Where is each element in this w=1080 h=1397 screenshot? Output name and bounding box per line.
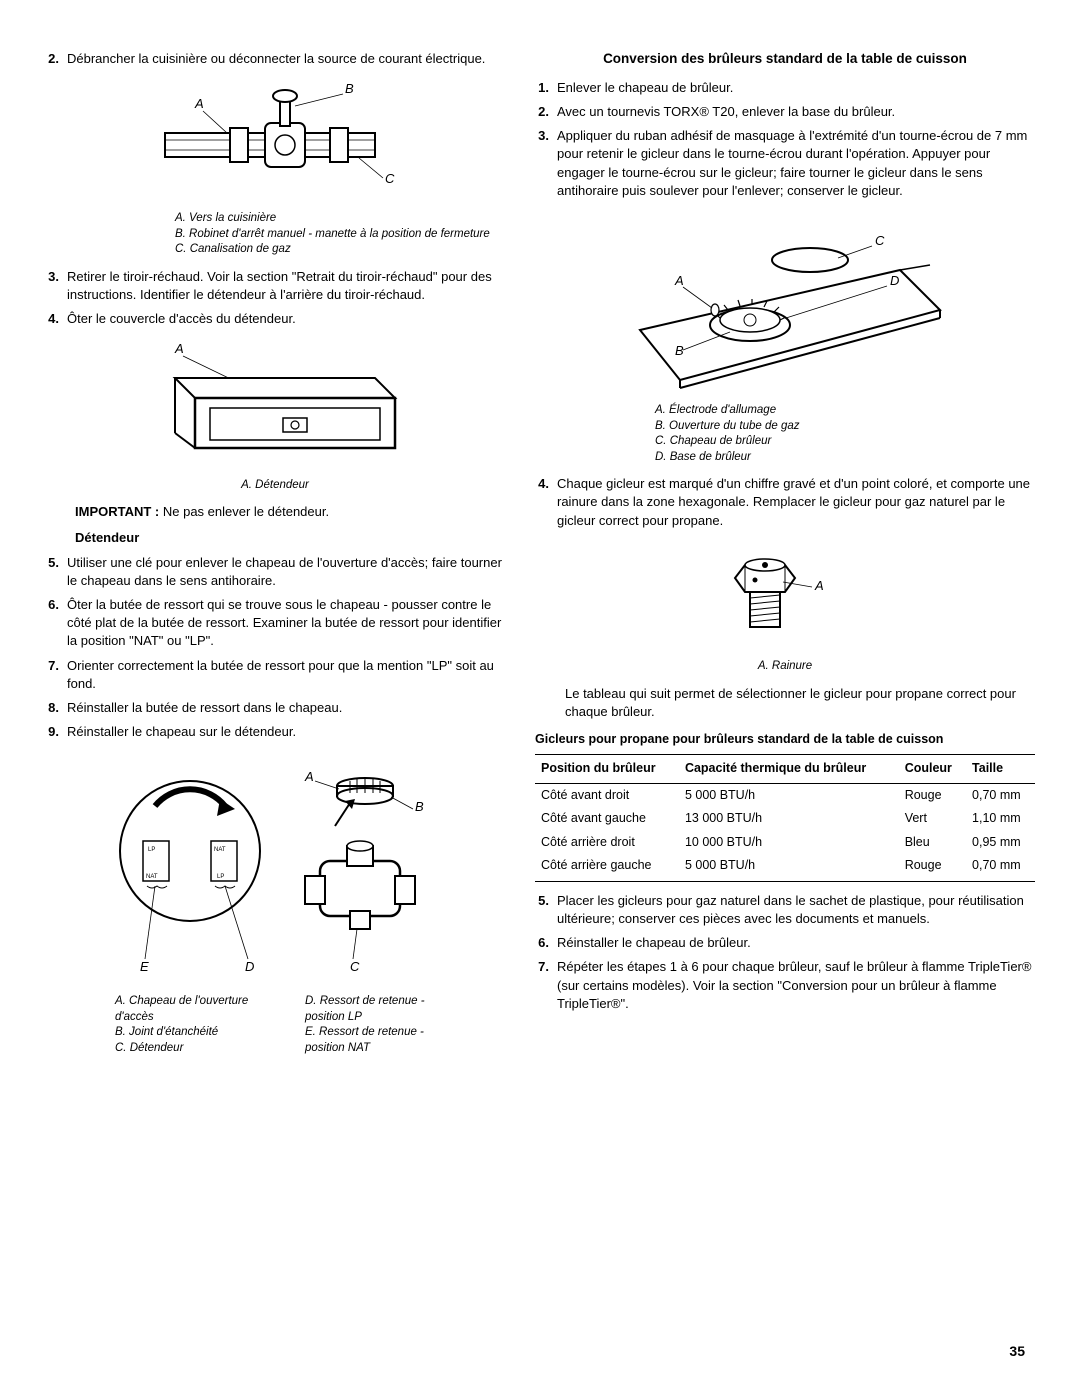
right-step-5: 5.Placer les gicleurs pour gaz naturel d… (535, 892, 1035, 928)
svg-text:C: C (875, 233, 885, 248)
right-step-6: 6.Réinstaller le chapeau de brûleur. (535, 934, 1035, 952)
svg-text:C: C (350, 959, 360, 974)
svg-text:LP: LP (217, 874, 224, 880)
figure5-caption: A. Rainure (535, 659, 1035, 675)
svg-text:D: D (890, 273, 899, 288)
right-step-3: 3.Appliquer du ruban adhésif de masquage… (535, 127, 1035, 200)
svg-text:B: B (415, 799, 424, 814)
left-step-4: 4. Ôter le couvercle d'accès du détendeu… (45, 310, 505, 328)
svg-text:NAT: NAT (214, 847, 226, 853)
left-step-7: 7.Orienter correctement la butée de ress… (45, 657, 505, 693)
svg-text:A: A (674, 273, 684, 288)
th-taille: Taille (966, 755, 1035, 784)
th-couleur: Couleur (899, 755, 966, 784)
figure-drawer: A A. Détendeur (45, 338, 505, 493)
th-position: Position du brûleur (535, 755, 679, 784)
page-number: 35 (1009, 1342, 1025, 1362)
figure4-legend: A. Électrode d'allumage B. Ouverture du … (535, 403, 1035, 465)
svg-text:B: B (675, 343, 684, 358)
table-row: Côté avant droit 5 000 BTU/h Rouge 0,70 … (535, 783, 1035, 807)
table-row: Côté arrière gauche 5 000 BTU/h Rouge 0,… (535, 854, 1035, 881)
right-column: Conversion des brûleurs standard de la t… (535, 50, 1035, 1057)
figure-gas-valve: A B C (45, 78, 505, 203)
svg-text:A: A (304, 769, 314, 784)
figure3-legend: A. Chapeau de l'ouverture d'accès B. Joi… (45, 994, 505, 1056)
important-note: IMPORTANT : Ne pas enlever le détendeur. (75, 503, 505, 521)
left-step-3: 3. Retirer le tiroir-réchaud. Voir la se… (45, 268, 505, 304)
svg-text:A: A (814, 578, 824, 593)
left-step-2: 2. Débrancher la cuisinière ou déconnect… (45, 50, 505, 68)
svg-text:NAT: NAT (146, 874, 158, 880)
left-step-8: 8.Réinstaller la butée de ressort dans l… (45, 699, 505, 717)
legend1-a: A. Vers la cuisinière (175, 211, 505, 227)
th-capacite: Capacité thermique du brûleur (679, 755, 899, 784)
svg-text:A: A (174, 341, 184, 356)
svg-text:B: B (345, 81, 354, 96)
table-row: Côté arrière droit 10 000 BTU/h Bleu 0,9… (535, 831, 1035, 855)
legend1-c: C. Canalisation de gaz (175, 242, 505, 258)
left-step-6: 6.Ôter la butée de ressort qui se trouve… (45, 596, 505, 651)
left-step-9: 9.Réinstaller le chapeau sur le détendeu… (45, 723, 505, 741)
figure-burner-top: A B C D (535, 210, 1035, 395)
section-heading: Conversion des brûleurs standard de la t… (535, 50, 1035, 69)
figure-gicleur: A A. Rainure (535, 540, 1035, 675)
right-step-1: 1.Enlever le chapeau de brûleur. (535, 79, 1035, 97)
table-intro-text: Le tableau qui suit permet de sélectionn… (565, 685, 1035, 721)
svg-text:LP: LP (148, 847, 155, 853)
detendeur-heading: Détendeur (45, 529, 505, 547)
right-step-7: 7.Répéter les étapes 1 à 6 pour chaque b… (535, 958, 1035, 1013)
svg-text:D: D (245, 959, 254, 974)
gicleurs-table: Position du brûleur Capacité thermique d… (535, 754, 1035, 882)
svg-text:C: C (385, 171, 395, 186)
right-step-2: 2.Avec un tournevis TORX® T20, enlever l… (535, 103, 1035, 121)
left-step-2-text: Débrancher la cuisinière ou déconnecter … (67, 50, 505, 68)
table-row: Côté avant gauche 13 000 BTU/h Vert 1,10… (535, 807, 1035, 831)
left-step-5: 5.Utiliser une clé pour enlever le chape… (45, 554, 505, 590)
figure1-legend: A. Vers la cuisinière B. Robinet d'arrêt… (45, 211, 505, 258)
right-step-4: 4.Chaque gicleur est marqué d'un chiffre… (535, 475, 1035, 530)
figure-regulator: LP NAT NAT LP (45, 751, 505, 986)
legend1-b: B. Robinet d'arrêt manuel - manette à la… (175, 227, 505, 243)
table-title: Gicleurs pour propane pour brûleurs stan… (535, 731, 1035, 749)
figure2-caption: A. Détendeur (45, 478, 505, 494)
svg-text:E: E (140, 959, 149, 974)
svg-text:A: A (194, 96, 204, 111)
left-column: 2. Débrancher la cuisinière ou déconnect… (45, 50, 505, 1057)
